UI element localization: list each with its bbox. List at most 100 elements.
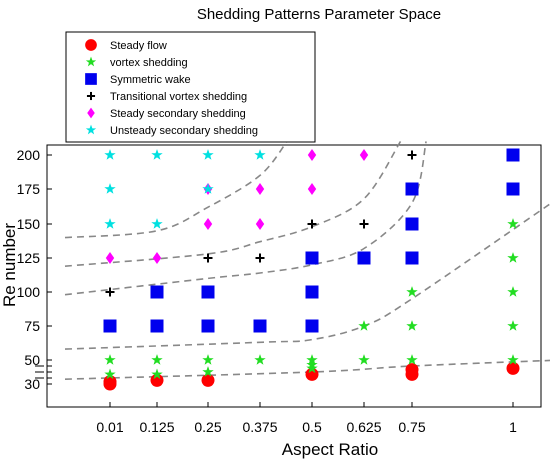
- x-tick-label: 0.75: [398, 419, 425, 435]
- data-point-s2-15: [406, 286, 418, 297]
- data-point-s2-20: [507, 218, 519, 229]
- y-tick-label: 75: [24, 318, 40, 334]
- data-point-s3-1: [103, 319, 117, 333]
- data-point-s5-9: [359, 149, 369, 161]
- data-point-s2-2: [104, 354, 116, 365]
- data-point-s5-5: [255, 218, 265, 230]
- data-point-s2-3: [151, 368, 163, 380]
- data-point-s2-19: [507, 252, 519, 263]
- legend: Steady flow vortex shedding Symmetric wake…: [65, 31, 316, 143]
- data-point-s3-14: [506, 182, 520, 196]
- data-point-s5-8: [307, 149, 317, 161]
- y-tick-label: 125: [17, 250, 41, 266]
- legend-marker-5: [87, 107, 95, 119]
- data-point-s6-4: [151, 218, 163, 229]
- data-point-s5-6: [255, 183, 265, 195]
- data-point-s6-8: [254, 149, 266, 160]
- data-point-s1-5: [305, 367, 319, 381]
- data-point-s4-3: [255, 253, 265, 263]
- y-tick-label: 30: [24, 376, 40, 392]
- x-axis-ticks: 0.01 0.125 0.25 0.375 0.5 0.625 0.75 1: [96, 402, 517, 435]
- data-point-s2-13: [406, 354, 418, 365]
- data-point-s2-1: [104, 368, 116, 380]
- data-point-s3-8: [305, 285, 319, 299]
- data-point-s2-4: [151, 354, 163, 365]
- data-point-s1-7: [405, 363, 419, 377]
- x-tick-label: 0.375: [242, 419, 277, 435]
- data-point-s2-10: [306, 354, 318, 365]
- boundary-curve-1: [64, 359, 550, 380]
- data-point-s6-7: [202, 149, 214, 160]
- data-point-s1-2: [103, 375, 117, 389]
- data-point-s2-14: [406, 320, 418, 331]
- x-tick-label: 0.625: [346, 419, 381, 435]
- legend-marker-2: [85, 56, 97, 67]
- y-tick-label: 175: [17, 181, 41, 197]
- data-point-s5-3: [203, 218, 213, 230]
- data-point-s3-10: [357, 251, 371, 265]
- data-markers: [103, 148, 520, 391]
- y-axis-ticks: 30 50 75 100 125 150 175 200: [17, 147, 52, 392]
- data-point-s3-6: [253, 319, 267, 333]
- data-point-s3-15: [506, 148, 520, 162]
- boundary-curve-2: [64, 202, 550, 350]
- legend-label-1: Steady flow: [110, 40, 167, 52]
- data-point-s3-12: [405, 217, 419, 231]
- data-point-s4-2: [203, 253, 213, 263]
- x-tick-label: 0.01: [96, 419, 123, 435]
- data-point-s3-9: [305, 251, 319, 265]
- data-point-s4-6: [407, 150, 417, 160]
- y-axis-label: Re number: [0, 223, 19, 307]
- data-point-s3-13: [405, 182, 419, 196]
- legend-label-6: Unsteady secondary shedding: [110, 125, 258, 137]
- legend-marker-4: [86, 91, 96, 101]
- data-point-s1-3: [150, 373, 164, 387]
- x-axis-label: Aspect Ratio: [282, 440, 378, 459]
- data-point-s2-9: [306, 358, 318, 370]
- data-point-s3-5: [201, 285, 215, 299]
- data-point-s1-4: [201, 373, 215, 387]
- boundary-curve-4: [64, 140, 402, 267]
- data-point-s3-3: [150, 285, 164, 299]
- boundary-curve-5: [64, 140, 288, 239]
- x-tick-label: 0.125: [139, 419, 174, 435]
- data-point-s2-12: [358, 320, 370, 331]
- data-point-s1-8: [506, 361, 520, 375]
- x-tick-label: 0.5: [302, 419, 322, 435]
- data-point-s5-1: [105, 252, 115, 264]
- data-point-s5-7: [307, 183, 317, 195]
- data-point-s2-5: [202, 366, 214, 377]
- y-tick-label: 200: [17, 147, 41, 163]
- legend-label-2: vortex shedding: [110, 57, 188, 69]
- data-point-s6-2: [104, 183, 116, 194]
- data-point-s2-16: [507, 354, 519, 365]
- data-point-s3-2: [150, 319, 164, 333]
- data-point-s6-5: [151, 149, 163, 160]
- data-point-s4-1: [105, 287, 115, 297]
- legend-label-4: Transitional vortex shedding: [110, 91, 247, 103]
- x-tick-label: 0.25: [194, 419, 221, 435]
- legend-label-3: Symmetric wake: [110, 74, 191, 86]
- data-point-s6-1: [104, 218, 116, 229]
- data-point-s2-17: [507, 320, 519, 331]
- data-point-s6-3: [104, 149, 116, 160]
- data-point-s4-4: [307, 219, 317, 229]
- y-tick-label: 100: [17, 284, 41, 300]
- data-point-s2-7: [254, 354, 266, 365]
- data-point-s2-11: [358, 354, 370, 365]
- x-tick-label: 1: [509, 419, 517, 435]
- legend-marker-1: [85, 39, 97, 51]
- data-point-s3-11: [405, 251, 419, 265]
- regime-boundaries: [64, 140, 550, 380]
- y-tick-label: 50: [24, 352, 40, 368]
- data-point-s3-4: [201, 319, 215, 333]
- data-point-s3-7: [305, 319, 319, 333]
- chart-title: Shedding Patterns Parameter Space: [197, 6, 441, 23]
- plot-area: [46, 144, 542, 408]
- data-point-s5-2: [152, 252, 162, 264]
- boundary-curve-3: [64, 141, 427, 296]
- legend-label-5: Steady secondary shedding: [110, 108, 246, 120]
- legend-box: [65, 31, 316, 143]
- data-point-s2-18: [507, 286, 519, 297]
